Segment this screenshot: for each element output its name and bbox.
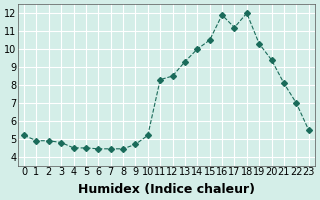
X-axis label: Humidex (Indice chaleur): Humidex (Indice chaleur): [78, 183, 255, 196]
